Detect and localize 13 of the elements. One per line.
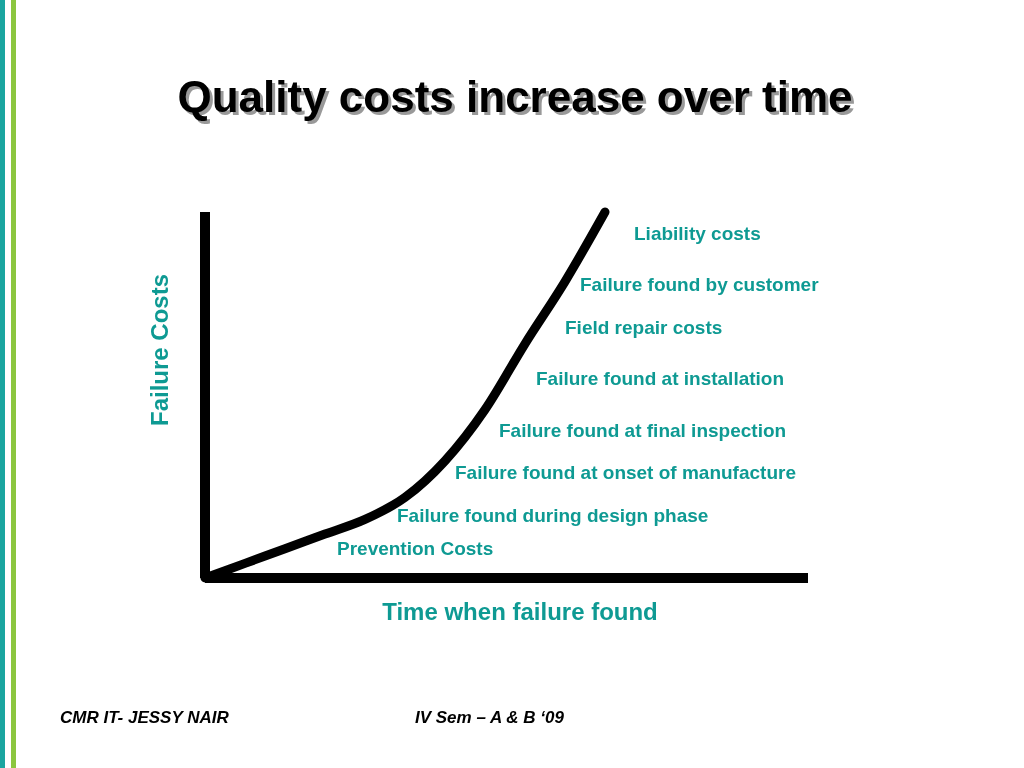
annotation: Failure found at onset of manufacture xyxy=(455,462,796,483)
text: IV Sem – A & B ‘09 xyxy=(415,708,565,727)
chart-title: Quality costs increase over time xyxy=(180,75,856,124)
annotation: Failure found at installation xyxy=(536,368,785,389)
annotation: Field repair costs xyxy=(565,317,723,338)
annotation: Failure found at final inspection xyxy=(499,420,787,441)
annotation: Prevention Costs xyxy=(337,538,494,559)
x-axis-title: Time when failure found xyxy=(382,598,658,625)
y-axis-title: Failure Costs xyxy=(146,273,173,427)
annotation: Failure found by customer xyxy=(580,274,820,295)
annotation: Failure found during design phase xyxy=(397,505,709,526)
text: CMR IT- JESSY NAIR xyxy=(60,708,230,727)
annotation: Liability costs xyxy=(634,223,761,244)
